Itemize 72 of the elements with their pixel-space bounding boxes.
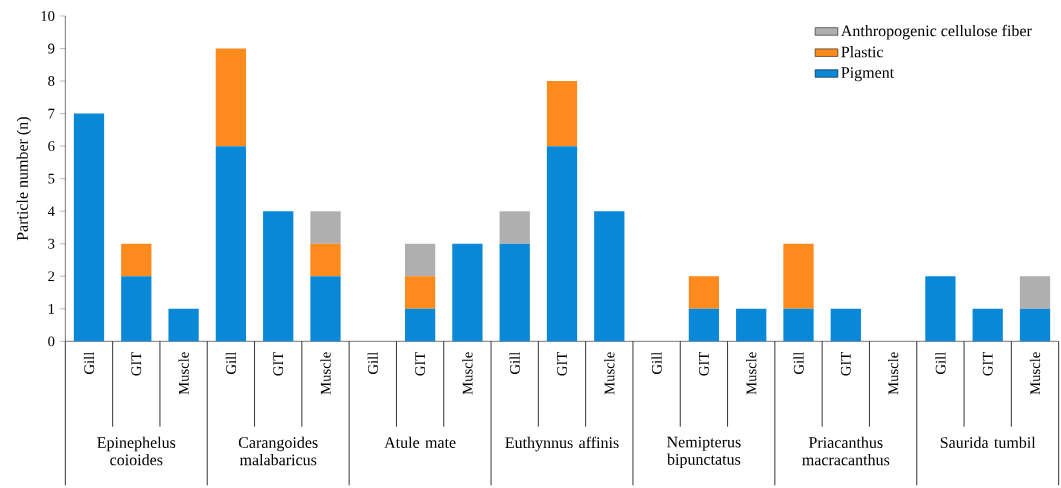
bar	[215, 48, 247, 147]
bar	[499, 243, 530, 342]
y-tick-label: 7	[48, 108, 55, 119]
y-tick-label: 1	[48, 303, 55, 314]
x-tick-label: Muscle	[462, 352, 473, 395]
bar	[546, 146, 578, 342]
y-tick-label: 9	[48, 43, 55, 54]
bar	[452, 243, 483, 342]
x-tick-label: Gill	[225, 352, 237, 374]
bar	[121, 243, 152, 277]
bar	[925, 276, 956, 342]
bar	[688, 276, 720, 309]
text: Euthynnus affinis	[505, 436, 619, 452]
text: Carangoides malabaricus	[238, 436, 318, 466]
bar	[830, 308, 861, 342]
bar	[310, 276, 341, 342]
bar	[215, 146, 247, 342]
x-tick-label: GIT	[131, 351, 142, 376]
bar	[1019, 276, 1051, 309]
text: Atule mate	[384, 436, 456, 448]
x-tick-label: Gill	[509, 352, 520, 374]
x-tick-label: Gill	[793, 352, 804, 374]
bar	[310, 211, 341, 244]
x-tick-label: Muscle	[1029, 352, 1041, 395]
bar	[73, 113, 105, 342]
text: Priacanthus macracanthus	[802, 436, 890, 466]
bar	[783, 243, 814, 309]
x-tick-label: GIT	[698, 351, 709, 376]
x-tick-label: Gill	[83, 352, 95, 374]
bar	[688, 308, 720, 342]
x-tick-label: Gill	[367, 352, 378, 374]
text: Nemipterus bipunctatus	[667, 436, 741, 469]
legend-label: Anthropogenic cellulose fiber	[840, 24, 1032, 40]
x-tick-label: GIT	[273, 351, 284, 376]
bar	[404, 308, 436, 342]
bar	[263, 211, 294, 342]
text: Epinephelus coioides	[97, 436, 176, 466]
legend-label: Pigment	[841, 67, 895, 82]
bar	[499, 211, 530, 244]
y-tick-label: 4	[47, 206, 55, 217]
bar	[594, 211, 625, 342]
y-tick-label: 5	[48, 173, 55, 184]
bar	[1019, 308, 1051, 342]
y-tick-label: 10	[41, 11, 55, 21]
bar	[546, 81, 578, 147]
y-tick-label: 6	[48, 141, 55, 152]
y-tick-label: 0	[48, 336, 55, 347]
bar	[736, 308, 767, 342]
bar	[310, 243, 341, 277]
x-tick-label: Gill	[651, 352, 662, 374]
x-tick-label: Muscle	[604, 352, 615, 395]
y-tick-label: 2	[48, 271, 55, 282]
x-tick-label: GIT	[557, 351, 567, 376]
bar	[972, 308, 1003, 342]
x-tick-label: Muscle	[178, 352, 189, 395]
text: Saurida tumbil	[940, 436, 1036, 448]
x-tick-label: GIT	[840, 351, 851, 376]
x-tick-label: GIT	[982, 351, 993, 376]
x-tick-label: Muscle	[746, 352, 757, 395]
legend-label: Plastic	[841, 46, 883, 58]
y-tick-label: 8	[48, 76, 55, 87]
bar	[168, 308, 199, 342]
y-tick-label: 3	[48, 238, 55, 249]
x-tick-label: Gill	[935, 352, 946, 374]
x-tick-label: GIT	[415, 351, 426, 376]
bar	[404, 243, 436, 277]
bar	[404, 276, 436, 309]
bar	[783, 308, 814, 342]
x-tick-label: Muscle	[320, 352, 331, 395]
bar	[121, 276, 152, 342]
y-axis-title: Particle number (n)	[16, 117, 32, 241]
x-tick-label: Muscle	[887, 352, 899, 395]
